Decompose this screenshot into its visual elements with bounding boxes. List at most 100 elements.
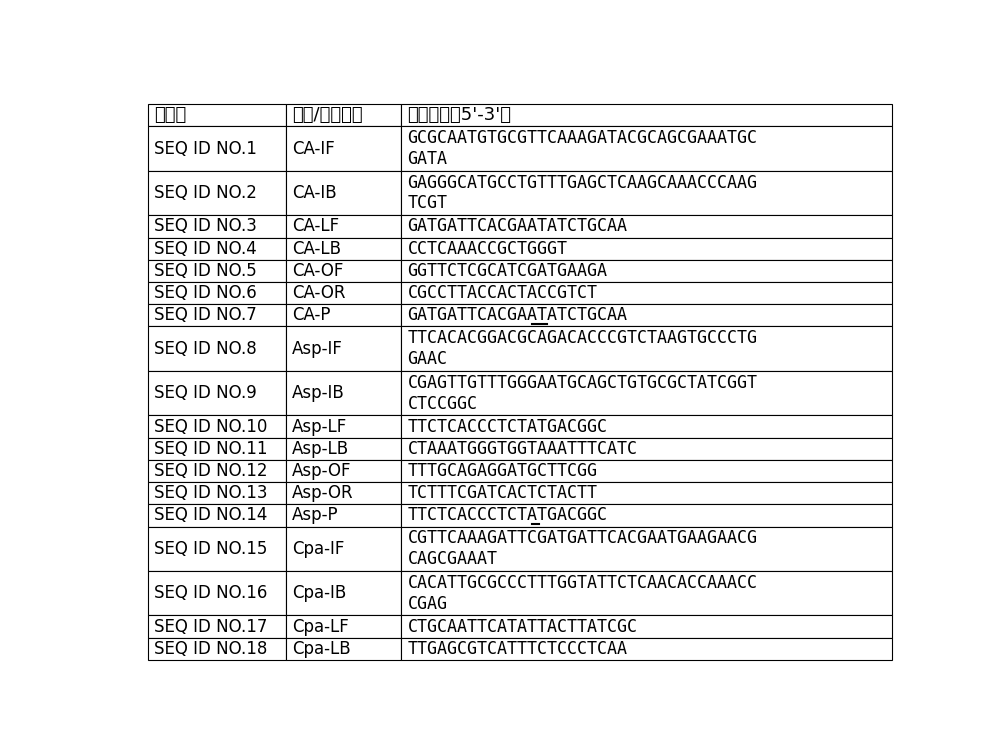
Text: SEQ ID NO.2: SEQ ID NO.2: [154, 184, 257, 202]
Text: SEQ ID NO.16: SEQ ID NO.16: [154, 584, 268, 602]
Bar: [401, 571, 892, 616]
Text: SEQ ID NO.12: SEQ ID NO.12: [154, 462, 268, 480]
Text: 序列号: 序列号: [154, 106, 187, 124]
Text: Asp-LB: Asp-LB: [292, 440, 349, 458]
Text: CA-IB: CA-IB: [292, 184, 337, 202]
Text: SEQ ID NO.3: SEQ ID NO.3: [154, 218, 257, 236]
Bar: [401, 504, 892, 527]
Text: 序列信息（5'-3'）: 序列信息（5'-3'）: [407, 106, 511, 124]
Bar: [286, 260, 401, 282]
Bar: [286, 104, 401, 126]
Bar: [286, 482, 401, 504]
Bar: [286, 616, 401, 638]
Bar: [401, 527, 892, 571]
Bar: [401, 482, 892, 504]
Bar: [148, 438, 286, 460]
Text: CA-OF: CA-OF: [292, 262, 343, 280]
Text: SEQ ID NO.10: SEQ ID NO.10: [154, 417, 268, 435]
Text: Asp-IF: Asp-IF: [292, 340, 343, 358]
Bar: [148, 304, 286, 326]
Bar: [401, 260, 892, 282]
Text: CTGCAATTCATATTACTTATCGC: CTGCAATTCATATTACTTATCGC: [407, 618, 637, 636]
Text: 引物/探针名称: 引物/探针名称: [292, 106, 363, 124]
Bar: [148, 415, 286, 438]
Bar: [286, 415, 401, 438]
Text: SEQ ID NO.15: SEQ ID NO.15: [154, 540, 268, 558]
Text: GAGGGCATGCCTGTTTGAGCTCAAGCAAACCCAAG
TCGT: GAGGGCATGCCTGTTTGAGCTCAAGCAAACCCAAG TCGT: [407, 174, 757, 212]
Bar: [148, 260, 286, 282]
Text: SEQ ID NO.9: SEQ ID NO.9: [154, 384, 257, 402]
Text: SEQ ID NO.13: SEQ ID NO.13: [154, 484, 268, 502]
Bar: [286, 326, 401, 371]
Text: SEQ ID NO.17: SEQ ID NO.17: [154, 618, 268, 636]
Text: SEQ ID NO.1: SEQ ID NO.1: [154, 140, 257, 158]
Text: CCTCAAACCGCTGGGT: CCTCAAACCGCTGGGT: [407, 239, 567, 257]
Bar: [401, 104, 892, 126]
Text: SEQ ID NO.14: SEQ ID NO.14: [154, 506, 268, 524]
Text: GATGATTCACGAATATCTGCAA: GATGATTCACGAATATCTGCAA: [407, 218, 627, 236]
Text: CA-P: CA-P: [292, 307, 331, 325]
Text: SEQ ID NO.4: SEQ ID NO.4: [154, 239, 257, 257]
Text: TTTGCAGAGGATGCTTCGG: TTTGCAGAGGATGCTTCGG: [407, 462, 597, 480]
Text: Cpa-LF: Cpa-LF: [292, 618, 349, 636]
Text: GCGCAATGTGCGTTCAAAGATACGCAGCGAAATGC
GATA: GCGCAATGTGCGTTCAAAGATACGCAGCGAAATGC GATA: [407, 129, 757, 168]
Bar: [148, 638, 286, 660]
Bar: [286, 304, 401, 326]
Bar: [401, 638, 892, 660]
Text: CACATTGCGCCCTTTGGTATTCTCAACACCAAACC
CGAG: CACATTGCGCCCTTTGGTATTCTCAACACCAAACC CGAG: [407, 574, 757, 613]
Bar: [148, 482, 286, 504]
Bar: [286, 238, 401, 260]
Text: Asp-P: Asp-P: [292, 506, 339, 524]
Bar: [401, 171, 892, 215]
Bar: [148, 282, 286, 304]
Bar: [286, 638, 401, 660]
Bar: [148, 171, 286, 215]
Bar: [286, 438, 401, 460]
Text: SEQ ID NO.11: SEQ ID NO.11: [154, 440, 268, 458]
Bar: [148, 460, 286, 482]
Text: Asp-IB: Asp-IB: [292, 384, 345, 402]
Bar: [286, 527, 401, 571]
Bar: [286, 371, 401, 415]
Text: CA-IF: CA-IF: [292, 140, 335, 158]
Bar: [401, 326, 892, 371]
Text: TTCACACGGACGCAGACACCCGTCTAAGTGCCCTG
GAAC: TTCACACGGACGCAGACACCCGTCTAAGTGCCCTG GAAC: [407, 329, 757, 368]
Bar: [401, 215, 892, 238]
Text: SEQ ID NO.5: SEQ ID NO.5: [154, 262, 257, 280]
Text: SEQ ID NO.7: SEQ ID NO.7: [154, 307, 257, 325]
Text: GATGATTCACGAATATCTGCAA: GATGATTCACGAATATCTGCAA: [407, 307, 627, 325]
Text: Asp-OR: Asp-OR: [292, 484, 354, 502]
Bar: [148, 371, 286, 415]
Bar: [286, 504, 401, 527]
Bar: [286, 282, 401, 304]
Bar: [286, 126, 401, 171]
Text: CTAAATGGGTGGTAAATTTCATC: CTAAATGGGTGGTAAATTTCATC: [407, 440, 637, 458]
Bar: [148, 527, 286, 571]
Text: CGTTCAAAGATTCGATGATTCACGAATGAAGAACG
CAGCGAAAT: CGTTCAAAGATTCGATGATTCACGAATGAAGAACG CAGC…: [407, 530, 757, 568]
Text: TTCTCACCCTCTATGACGGC: TTCTCACCCTCTATGACGGC: [407, 417, 607, 435]
Text: TCTTTCGATCACTCTACTT: TCTTTCGATCACTCTACTT: [407, 484, 597, 502]
Text: Cpa-IB: Cpa-IB: [292, 584, 346, 602]
Text: GGTTCTCGCATCGATGAAGA: GGTTCTCGCATCGATGAAGA: [407, 262, 607, 280]
Text: SEQ ID NO.18: SEQ ID NO.18: [154, 640, 268, 657]
Bar: [401, 304, 892, 326]
Bar: [148, 238, 286, 260]
Bar: [401, 282, 892, 304]
Bar: [148, 215, 286, 238]
Bar: [148, 504, 286, 527]
Bar: [148, 326, 286, 371]
Bar: [286, 460, 401, 482]
Bar: [148, 126, 286, 171]
Text: Asp-LF: Asp-LF: [292, 417, 347, 435]
Bar: [286, 571, 401, 616]
Text: CGAGTTGTTTGGGAATGCAGCTGTGCGCTATCGGT
CTCCGGC: CGAGTTGTTTGGGAATGCAGCTGTGCGCTATCGGT CTCC…: [407, 374, 757, 413]
Text: CA-LB: CA-LB: [292, 239, 341, 257]
Text: TTCTCACCCTCTATGACGGC: TTCTCACCCTCTATGACGGC: [407, 506, 607, 524]
Text: Cpa-IF: Cpa-IF: [292, 540, 344, 558]
Text: CA-LF: CA-LF: [292, 218, 339, 236]
Text: TTGAGCGTCATTTCTCCCTCAA: TTGAGCGTCATTTCTCCCTCAA: [407, 640, 627, 657]
Text: SEQ ID NO.6: SEQ ID NO.6: [154, 284, 257, 302]
Bar: [401, 460, 892, 482]
Text: CGCCTTACCACTACCGTCT: CGCCTTACCACTACCGTCT: [407, 284, 597, 302]
Bar: [401, 126, 892, 171]
